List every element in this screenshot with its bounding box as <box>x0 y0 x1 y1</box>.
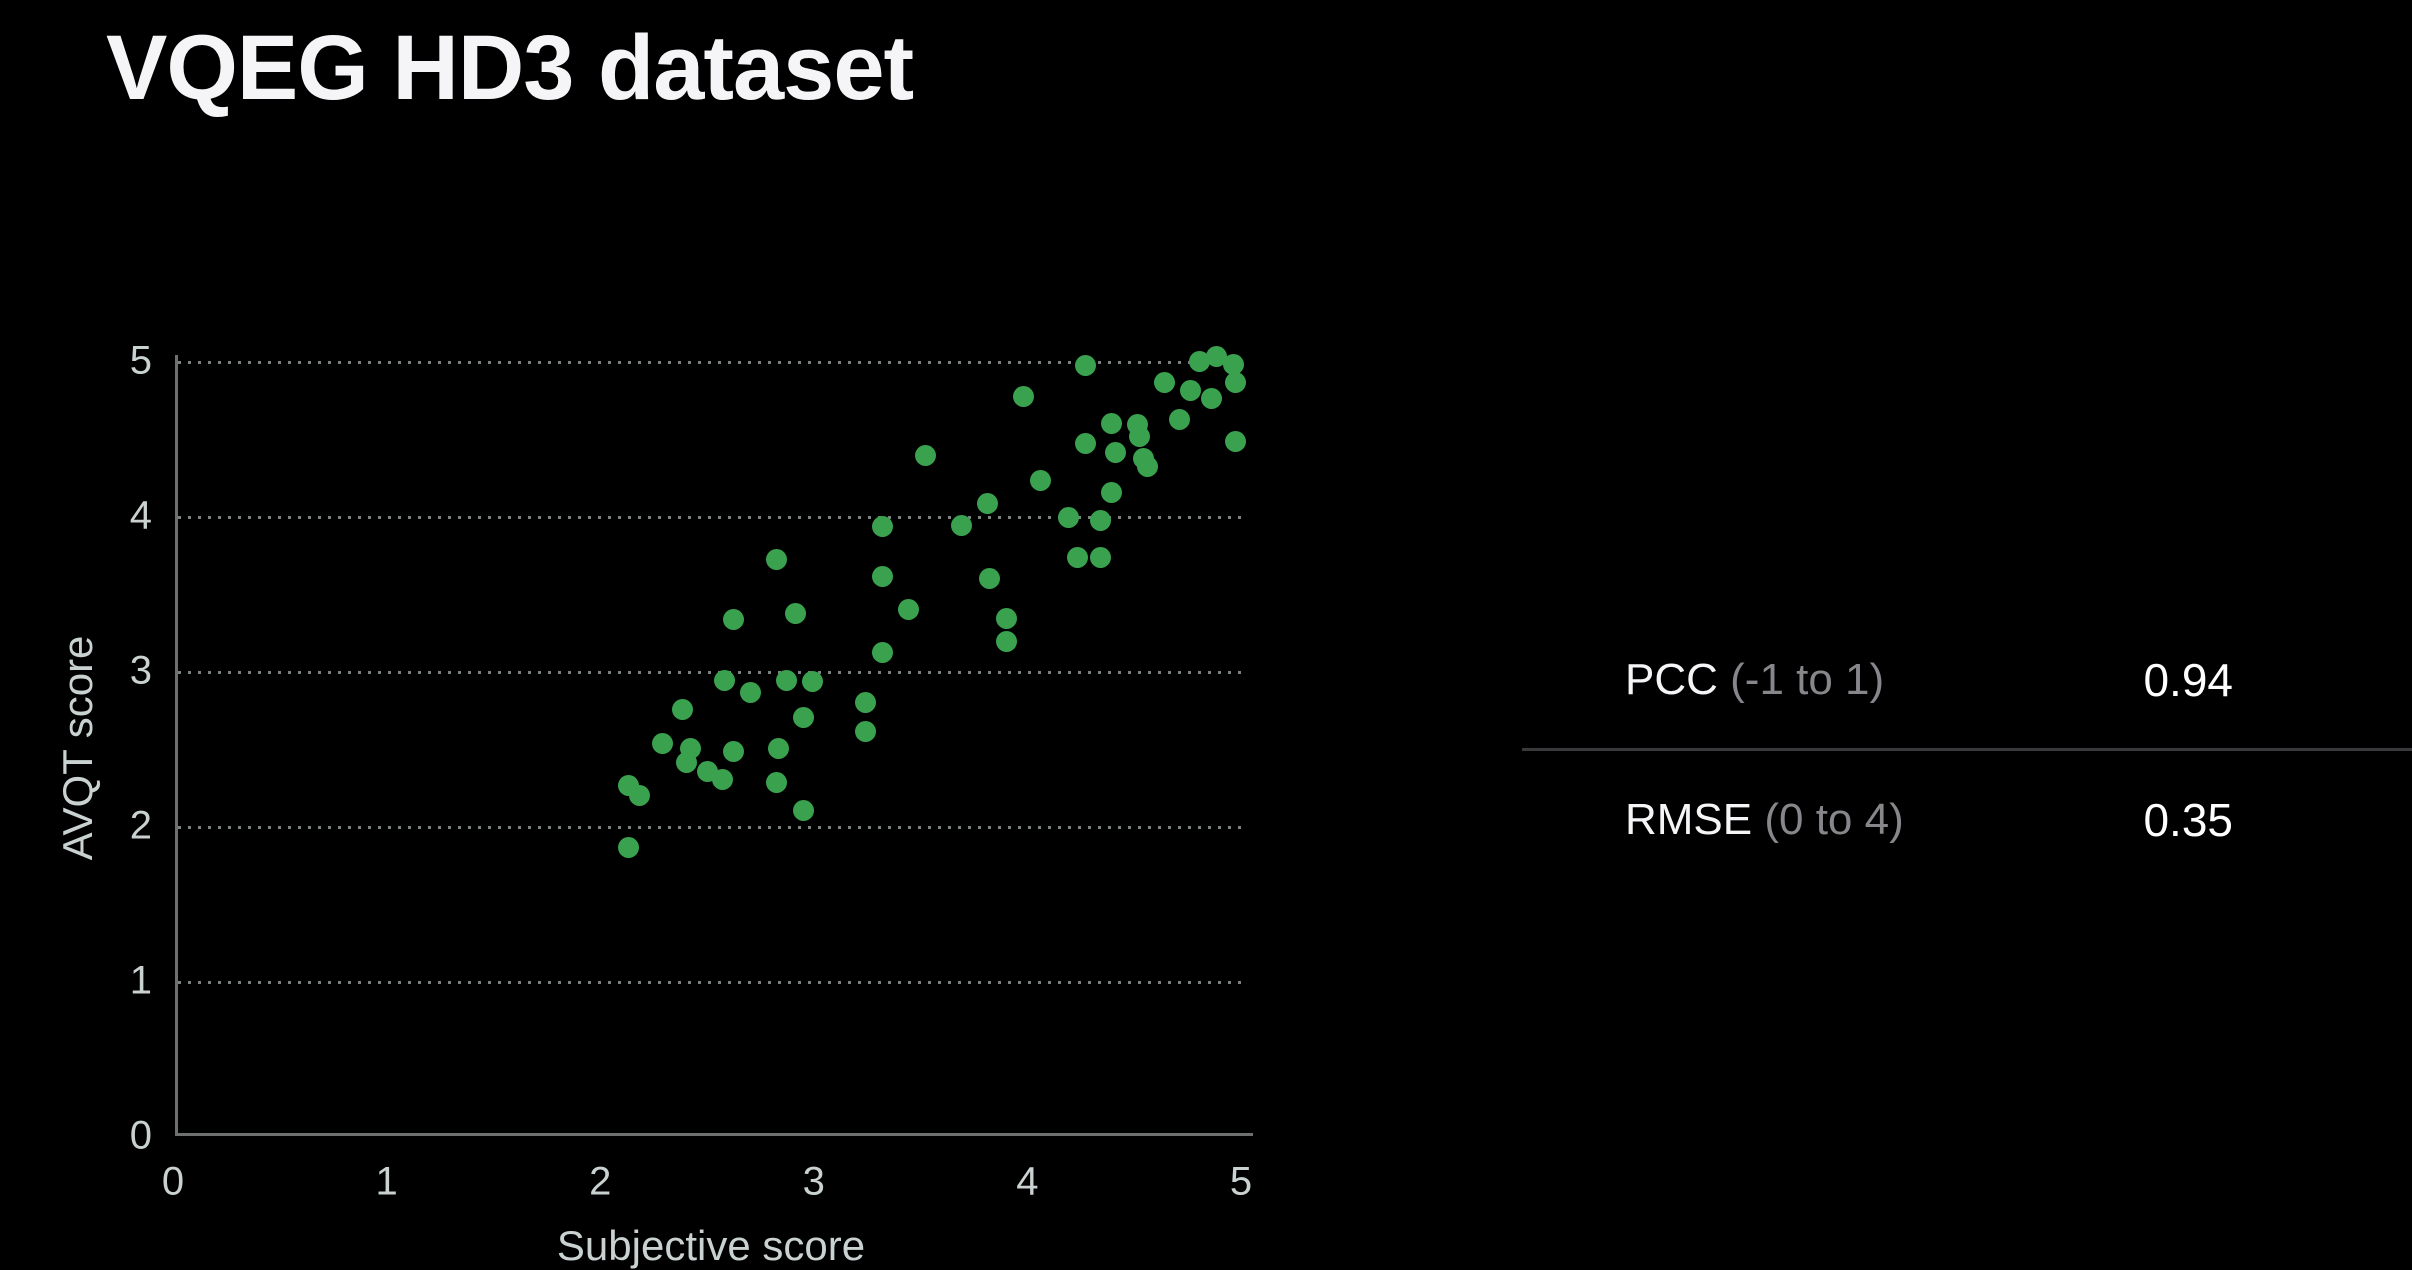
data-point <box>765 772 787 794</box>
metrics-table: PCC (-1 to 1) 0.94 RMSE (0 to 4) 0.35 <box>1522 611 2412 888</box>
metric-row-pcc: PCC (-1 to 1) 0.94 <box>1522 611 2412 748</box>
y-tick-label: 0 <box>129 1113 152 1158</box>
data-point <box>618 837 640 859</box>
gridline <box>178 671 1246 674</box>
data-point <box>996 631 1018 653</box>
data-point <box>1090 547 1112 569</box>
x-tick-label: 1 <box>375 1159 398 1204</box>
y-tick-label: 2 <box>129 803 152 848</box>
data-point <box>765 548 787 570</box>
y-tick-label: 5 <box>129 338 152 383</box>
y-tick-label: 1 <box>129 958 152 1003</box>
data-point <box>739 682 761 704</box>
slide-title: VQEG HD3 dataset <box>106 17 914 119</box>
x-tick-label: 4 <box>1016 1159 1039 1204</box>
rmse-metric-name: RMSE <box>1625 794 1753 844</box>
data-point <box>722 741 744 763</box>
data-point <box>776 669 798 691</box>
x-tick-label: 2 <box>589 1159 612 1204</box>
data-point <box>1105 441 1127 463</box>
rmse-range: (0 to 4) <box>1764 794 1904 844</box>
data-point <box>784 603 806 625</box>
data-point <box>898 598 919 620</box>
data-point <box>872 641 894 663</box>
data-point <box>1188 350 1210 372</box>
data-point <box>979 567 1001 589</box>
data-point <box>697 761 719 783</box>
rmse-value: 0.35 <box>2143 793 2233 846</box>
gridline <box>178 826 1246 829</box>
pcc-label: PCC (-1 to 1) <box>1625 655 1884 705</box>
data-point <box>1075 432 1097 454</box>
plot-area <box>175 345 1253 1136</box>
data-point <box>1075 355 1097 377</box>
data-point <box>1100 482 1122 504</box>
data-point <box>1169 409 1191 431</box>
data-point <box>855 720 877 742</box>
x-axis-title: Subjective score <box>556 1222 866 1269</box>
data-point <box>1066 547 1088 569</box>
data-point <box>1030 469 1052 491</box>
data-point <box>1179 379 1201 401</box>
data-point <box>801 671 823 693</box>
x-tick-label: 0 <box>161 1159 185 1204</box>
x-tick-label: 3 <box>802 1159 825 1204</box>
pcc-value: 0.94 <box>2143 653 2233 706</box>
data-point <box>872 516 894 538</box>
data-point <box>1224 372 1246 394</box>
data-point <box>671 699 693 721</box>
data-point <box>1126 414 1148 436</box>
pcc-metric-name: PCC <box>1625 654 1718 704</box>
data-point <box>951 514 973 536</box>
data-point <box>996 607 1018 629</box>
x-tick-label: 5 <box>1229 1159 1253 1204</box>
data-point <box>855 691 877 713</box>
gridline <box>178 516 1246 519</box>
gridline <box>178 981 1246 984</box>
data-point <box>722 609 744 631</box>
y-tick-label: 4 <box>129 493 152 538</box>
pcc-range: (-1 to 1) <box>1730 654 1885 704</box>
data-point <box>915 445 937 467</box>
data-point <box>1132 448 1154 470</box>
data-point <box>618 775 640 797</box>
data-point <box>793 707 815 728</box>
data-point <box>1222 353 1244 375</box>
data-point <box>680 738 702 759</box>
data-point <box>714 669 736 691</box>
gridline <box>178 361 1246 364</box>
data-point <box>1090 510 1112 532</box>
data-point <box>1201 387 1223 409</box>
metric-row-rmse: RMSE (0 to 4) 0.35 <box>1522 751 2412 888</box>
metrics-divider <box>1522 748 2412 751</box>
data-point <box>652 733 674 755</box>
data-point <box>793 800 815 821</box>
data-point <box>977 493 999 515</box>
data-point <box>767 738 789 759</box>
data-point <box>1058 507 1080 529</box>
y-tick-label: 3 <box>129 648 152 693</box>
data-point <box>872 565 894 587</box>
data-point <box>1013 386 1035 408</box>
rmse-label: RMSE (0 to 4) <box>1625 795 1904 845</box>
data-point <box>1205 345 1227 367</box>
data-point <box>1224 431 1246 453</box>
data-point <box>1100 412 1122 434</box>
data-point <box>1154 372 1176 394</box>
